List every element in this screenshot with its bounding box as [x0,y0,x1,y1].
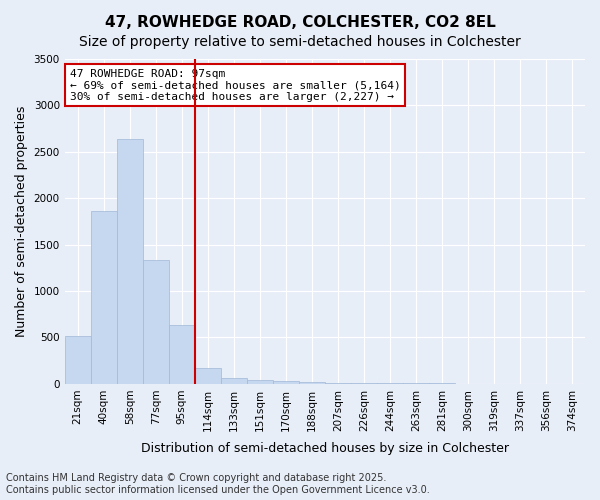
X-axis label: Distribution of semi-detached houses by size in Colchester: Distribution of semi-detached houses by … [141,442,509,455]
Bar [91,211,117,384]
Bar [169,326,195,384]
Bar [299,382,325,384]
Bar [325,382,351,384]
Text: Contains HM Land Registry data © Crown copyright and database right 2025.
Contai: Contains HM Land Registry data © Crown c… [6,474,430,495]
Text: Size of property relative to semi-detached houses in Colchester: Size of property relative to semi-detach… [79,35,521,49]
Bar [273,381,299,384]
Text: 47 ROWHEDGE ROAD: 97sqm
← 69% of semi-detached houses are smaller (5,164)
30% of: 47 ROWHEDGE ROAD: 97sqm ← 69% of semi-de… [70,68,401,102]
Bar [195,368,221,384]
Bar [221,378,247,384]
Y-axis label: Number of semi-detached properties: Number of semi-detached properties [15,106,28,337]
Bar [143,260,169,384]
Bar [65,336,91,384]
Text: 47, ROWHEDGE ROAD, COLCHESTER, CO2 8EL: 47, ROWHEDGE ROAD, COLCHESTER, CO2 8EL [104,15,496,30]
Bar [247,380,273,384]
Bar [117,139,143,384]
Bar [351,383,377,384]
Bar [377,383,403,384]
